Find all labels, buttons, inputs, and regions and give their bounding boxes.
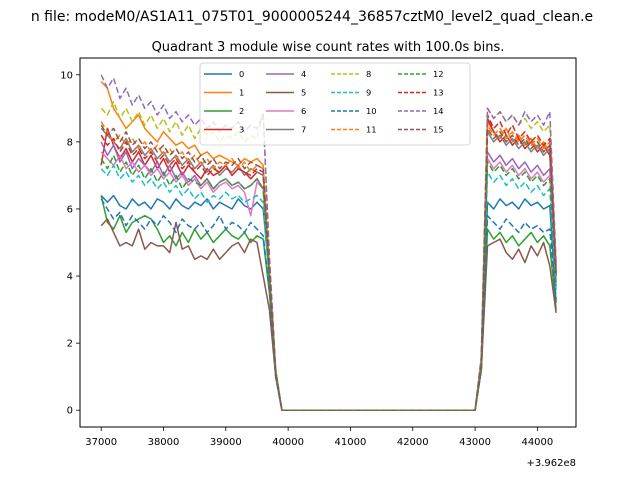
- y-tick-label: 4: [67, 272, 73, 283]
- x-tick-label: 39000: [210, 437, 242, 448]
- series-layer: [100, 74, 557, 411]
- legend-label-1: 1: [239, 88, 244, 98]
- legend-label-3: 3: [239, 125, 244, 135]
- y-axis: 0 2 4 6 8 10: [60, 70, 80, 417]
- legend-label-2: 2: [239, 106, 244, 116]
- x-tick-label: 43000: [459, 437, 491, 448]
- legend-label-15: 15: [433, 125, 444, 135]
- x-tick-label: 42000: [397, 437, 429, 448]
- x-axis: 37000 38000 39000 40000 41000 42000 43000 44000: [85, 427, 553, 448]
- y-tick-label: 2: [67, 339, 73, 350]
- x-tick-label: 40000: [272, 437, 304, 448]
- legend-label-6: 6: [301, 106, 306, 116]
- legend-label-10: 10: [366, 106, 377, 116]
- legend-label-9: 9: [366, 88, 371, 98]
- legend-label-11: 11: [366, 125, 377, 135]
- axes-frame: [79, 57, 577, 428]
- y-tick-label: 8: [67, 137, 73, 148]
- legend-label-7: 7: [301, 125, 306, 135]
- series-line-15: [100, 124, 557, 411]
- legend-box: [199, 62, 471, 146]
- legend-label-13: 13: [433, 88, 444, 98]
- x-tick-label: 41000: [335, 437, 367, 448]
- y-tick-label: 6: [67, 204, 73, 215]
- legend-label-12: 12: [433, 69, 444, 79]
- figure-suptitle: n file: modeM0/AS1A11_075T01_9000005244_…: [31, 9, 593, 25]
- x-offset-label: +3.962e8: [526, 458, 576, 469]
- legend-label-8: 8: [366, 69, 371, 79]
- legend-label-5: 5: [301, 88, 306, 98]
- chart-title: Quadrant 3 module wise count rates with …: [152, 40, 505, 55]
- legend-label-4: 4: [301, 69, 306, 79]
- legend-label-0: 0: [239, 69, 244, 79]
- x-tick-label: 38000: [148, 437, 180, 448]
- legend-label-14: 14: [433, 106, 444, 116]
- x-tick-label: 37000: [85, 437, 117, 448]
- y-tick-label: 10: [60, 70, 73, 81]
- y-tick-label: 0: [67, 406, 73, 417]
- x-tick-label: 44000: [521, 437, 553, 448]
